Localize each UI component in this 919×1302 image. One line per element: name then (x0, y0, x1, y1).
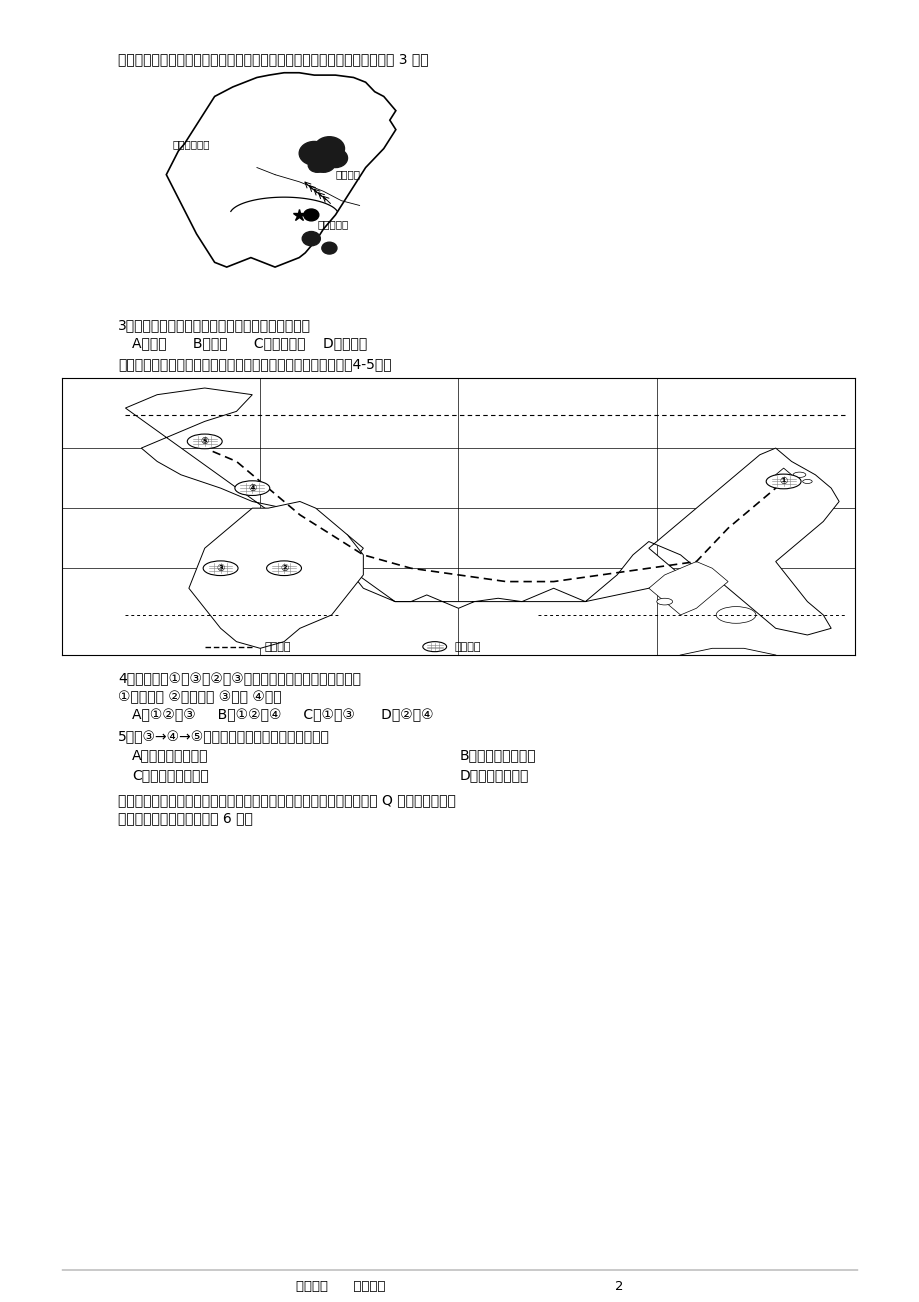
Text: 4．导致沿途①和③、②和③地气候的差异的主要因素分别是: 4．导致沿途①和③、②和③地气候的差异的主要因素分别是 (118, 672, 360, 686)
Circle shape (322, 242, 336, 254)
Circle shape (308, 158, 326, 172)
Circle shape (299, 142, 329, 165)
Text: 暖湿气候: 暖湿气候 (335, 169, 360, 180)
Polygon shape (648, 648, 814, 728)
Text: ①太阳辐射 ②大气环流 ③地形 ④洋流: ①太阳辐射 ②大气环流 ③地形 ④洋流 (118, 690, 281, 704)
Circle shape (187, 434, 222, 449)
Polygon shape (767, 469, 790, 482)
Text: A．纬度地带性规律: A．纬度地带性规律 (131, 749, 209, 762)
Text: 副热带高压: 副热带高压 (317, 220, 348, 229)
Circle shape (301, 232, 320, 246)
Text: ②: ② (279, 564, 288, 573)
Circle shape (267, 561, 301, 575)
Text: ⑤: ⑤ (200, 436, 209, 447)
Circle shape (792, 473, 805, 478)
Circle shape (656, 598, 672, 605)
Text: 活动区域: 活动区域 (454, 642, 481, 652)
Circle shape (303, 210, 319, 221)
Circle shape (801, 479, 811, 483)
Circle shape (303, 663, 327, 673)
Circle shape (766, 474, 800, 488)
Circle shape (314, 137, 344, 160)
Polygon shape (125, 388, 838, 635)
Text: 水面积分布图，读图回答第 6 题。: 水面积分布图，读图回答第 6 题。 (118, 811, 253, 825)
Circle shape (423, 642, 446, 652)
Text: 下图为世界某区域图，图中右侧分别表示乙河流局部河谷剑面示意图和 Q 湖不同季节的蓄: 下图为世界某区域图，图中右侧分别表示乙河流局部河谷剑面示意图和 Q 湖不同季节的… (118, 793, 456, 807)
Text: ①: ① (778, 477, 787, 487)
Text: D．非地带性规律: D．非地带性规律 (460, 768, 528, 783)
Text: 3．图中雨带的形成主要是由哪一种天气系统引起的: 3．图中雨带的形成主要是由哪一种天气系统引起的 (118, 318, 311, 332)
Text: C．垂直地带性规律: C．垂直地带性规律 (131, 768, 209, 783)
Text: 实用文档      精心整理                                                      2: 实用文档 精心整理 2 (296, 1280, 623, 1293)
Text: 北方的冷空气: 北方的冷空气 (172, 139, 210, 148)
Text: 下图为某代表团的亚、欧、非考察路线图和活动区域，据此回答4-5题。: 下图为某代表团的亚、欧、非考察路线图和活动区域，据此回答4-5题。 (118, 357, 391, 371)
Polygon shape (648, 561, 727, 615)
Polygon shape (188, 501, 363, 648)
Circle shape (203, 561, 238, 575)
Text: B．经度地带性规律: B．经度地带性规律 (460, 749, 536, 762)
Text: 活动路线: 活动路线 (264, 642, 290, 652)
Circle shape (716, 607, 755, 624)
Text: 副高西伸北进对我国锋面雨带的推移影响很大，根据图中副高的位置回答第 3 题。: 副高西伸北进对我国锋面雨带的推移影响很大，根据图中副高的位置回答第 3 题。 (118, 52, 428, 66)
Circle shape (234, 480, 269, 496)
Text: ④: ④ (248, 483, 256, 493)
Text: A．①②、③     B．①②、④     C．①、③      D．②、④: A．①②、③ B．①②、④ C．①、③ D．②、④ (131, 708, 433, 723)
Text: A．冷锋      B．暖锋      C．准静止锋    D．反气旋: A．冷锋 B．暖锋 C．准静止锋 D．反气旋 (131, 336, 367, 350)
Text: ③: ③ (216, 564, 224, 573)
Circle shape (323, 148, 347, 168)
Text: 5．从③→④→⑤体现自然带水平地域分异规律的是: 5．从③→④→⑤体现自然带水平地域分异规律的是 (118, 730, 330, 743)
Circle shape (311, 154, 335, 172)
